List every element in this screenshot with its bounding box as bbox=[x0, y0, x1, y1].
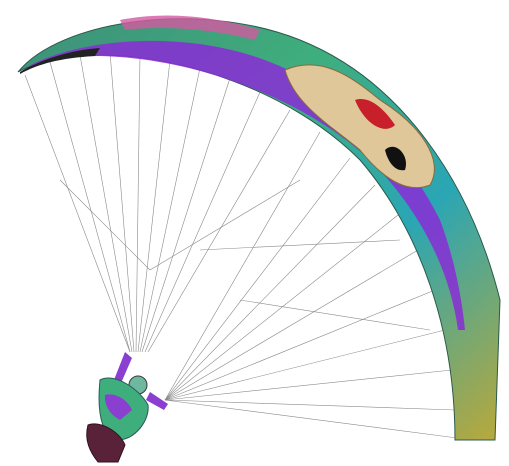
line bbox=[149, 179, 301, 271]
line bbox=[199, 239, 401, 251]
line bbox=[164, 369, 453, 401]
canopy-leading-edge bbox=[20, 48, 100, 74]
pilot-body-pattern bbox=[104, 394, 132, 420]
line bbox=[141, 77, 231, 353]
line bbox=[109, 51, 135, 353]
line bbox=[164, 289, 436, 401]
line bbox=[239, 299, 431, 331]
line bbox=[139, 67, 201, 353]
canopy-purple-band bbox=[22, 40, 465, 330]
line bbox=[164, 249, 419, 401]
line bbox=[79, 54, 133, 353]
suspension-lines bbox=[24, 51, 458, 439]
pilot bbox=[86, 352, 168, 463]
line bbox=[164, 399, 456, 411]
line bbox=[147, 109, 291, 353]
line bbox=[164, 214, 399, 401]
line bbox=[59, 179, 151, 271]
line bbox=[164, 131, 321, 401]
canopy-eye-art bbox=[385, 146, 406, 171]
line bbox=[164, 184, 376, 401]
line bbox=[24, 74, 131, 353]
pilot-harness bbox=[86, 423, 126, 463]
pilot-right-arm bbox=[146, 392, 168, 410]
line bbox=[144, 91, 261, 353]
line bbox=[164, 157, 351, 401]
line bbox=[164, 399, 458, 439]
line bbox=[49, 61, 131, 353]
line bbox=[137, 59, 171, 353]
line bbox=[135, 54, 141, 353]
line bbox=[164, 329, 446, 401]
canopy-pink-pattern bbox=[120, 15, 260, 40]
canopy-mouth-art bbox=[355, 99, 395, 129]
